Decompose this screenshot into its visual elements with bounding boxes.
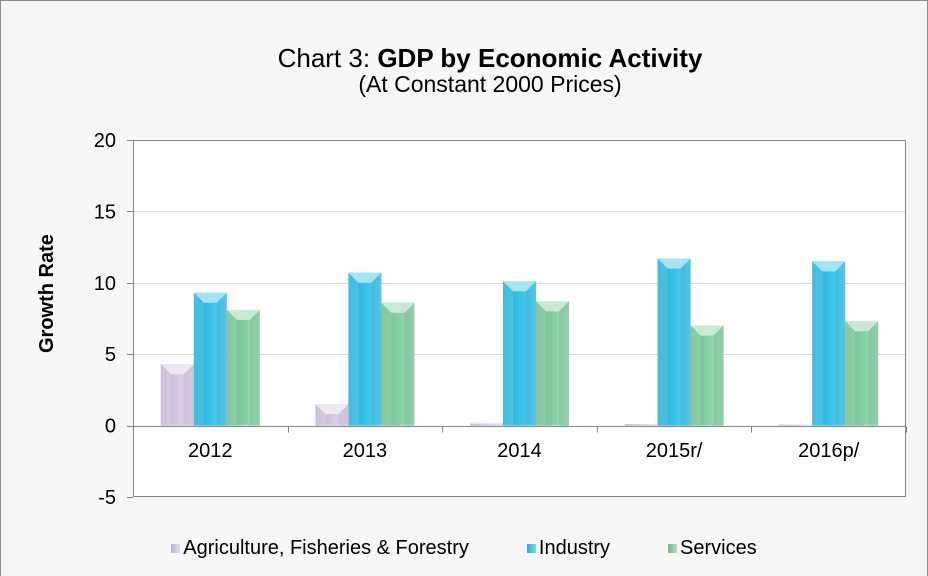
bar-top-bevel	[226, 309, 260, 320]
bar-services-2013	[381, 302, 415, 426]
x-tick-label: 2015r/	[646, 440, 703, 462]
legend-label: Agriculture, Fisheries & Forestry	[183, 537, 469, 559]
y-tick-label: 10	[94, 273, 116, 295]
bar-top-bevel	[536, 301, 569, 312]
bar-left-bevel	[690, 325, 701, 426]
bar-right-bevel	[216, 292, 227, 426]
bar-top-bevel	[470, 422, 503, 425]
bar-body	[657, 258, 691, 426]
bar-body	[226, 309, 260, 426]
legend-item-services: Services	[668, 536, 757, 560]
bar-top-bevel	[657, 258, 691, 269]
bar-left-bevel	[657, 258, 668, 426]
bar-left-bevel	[812, 261, 823, 426]
bar-body	[812, 261, 846, 426]
bar-left-bevel	[315, 404, 326, 426]
bar-top-bevel	[690, 325, 724, 336]
bar-body	[845, 321, 879, 426]
bars	[160, 258, 879, 426]
bar-top-bevel	[503, 281, 536, 292]
bar-agriculture-fisheries-forestry-2014	[470, 422, 503, 426]
bar-top-bevel	[381, 302, 415, 313]
bar-right-bevel	[371, 272, 382, 426]
legend-swatch-industry	[526, 543, 536, 553]
x-tick-label: 2012	[188, 440, 233, 462]
bar-left-bevel	[160, 364, 171, 426]
bar-top-bevel	[315, 404, 349, 415]
legend-label: Industry	[538, 537, 611, 559]
bar-left-bevel	[381, 302, 392, 426]
bar-body	[503, 281, 536, 426]
bar-top-bevel	[193, 292, 227, 303]
bar-agriculture-fisheries-forestry-2012	[160, 364, 194, 426]
tick-labels: 20 15 10 5 0 -5 2012 2013 2014 2015r/2016p/	[94, 130, 860, 509]
bar-body	[348, 272, 382, 426]
chart-title-emphasis: GDP by Economic Activity	[377, 43, 703, 73]
bar-industry-2012	[193, 292, 227, 426]
x-tick-label: 2016p/	[798, 440, 860, 462]
legend: Agriculture, Fisheries & Forestry Industr…	[0, 536, 928, 560]
bar-body	[381, 302, 415, 426]
bar-left-bevel	[503, 281, 513, 426]
bar-top-bevel	[812, 261, 846, 272]
bar-right-bevel	[183, 364, 194, 426]
legend-swatch-services	[668, 543, 678, 553]
y-tick-label: -5	[98, 487, 116, 509]
bar-body	[779, 424, 813, 426]
bar-right-bevel	[680, 258, 691, 426]
bar-agriculture-fisheries-forestry-2013	[315, 404, 349, 426]
bar-top-bevel	[348, 272, 382, 283]
bar-right-bevel	[835, 261, 846, 426]
chart-title: Chart 3: GDP by Economic Activity	[190, 43, 790, 73]
axes	[127, 140, 907, 498]
bar-agriculture-fisheries-forestry-2016p	[779, 424, 813, 426]
bar-industry-2015r	[657, 258, 691, 426]
bar-right-bevel	[501, 422, 503, 426]
bar-left-bevel	[845, 321, 856, 426]
bar-services-2012	[226, 309, 260, 426]
bar-right-bevel	[249, 309, 260, 426]
bar-right-bevel	[404, 302, 415, 426]
bar-services-2015r	[690, 325, 724, 426]
bar-top-bevel	[845, 321, 879, 332]
bar-body	[624, 424, 658, 426]
y-tick-label: 15	[94, 201, 116, 223]
y-tick-label: 20	[94, 130, 116, 152]
legend-label: Services	[680, 537, 757, 559]
y-axis-label: Growth Rate	[36, 234, 58, 354]
legend-item-industry: Industry	[526, 536, 611, 560]
bar-agriculture-fisheries-forestry-2015r	[624, 424, 658, 426]
y-tick-label: 0	[105, 416, 116, 438]
plot-border	[133, 140, 906, 497]
bar-left-bevel	[470, 422, 472, 426]
x-tick-label: 2014	[497, 440, 542, 462]
bar-body	[193, 292, 227, 426]
bar-industry-2016p	[812, 261, 846, 426]
bar-body	[536, 301, 569, 426]
y-tick-label: 5	[105, 344, 116, 366]
bar-right-bevel	[338, 404, 349, 426]
bar-body	[160, 364, 194, 426]
bar-left-bevel	[348, 272, 359, 426]
bar-right-bevel	[713, 325, 724, 426]
chart-title-prefix: Chart 3:	[277, 43, 371, 73]
bar-right-bevel	[868, 321, 879, 426]
bar-left-bevel	[536, 301, 546, 426]
bar-left-bevel	[226, 309, 237, 426]
x-tick-label: 2013	[343, 440, 388, 462]
bar-top-bevel	[160, 364, 194, 375]
legend-item-agriculture-fisheries-forestry: Agriculture, Fisheries & Forestry	[171, 536, 469, 560]
bar-services-2016p	[845, 321, 879, 426]
bar-body	[690, 325, 724, 426]
bar-industry-2013	[348, 272, 382, 426]
bar-right-bevel	[526, 281, 536, 426]
bar-services-2014	[536, 301, 569, 426]
legend-swatch-agriculture-fisheries-forestry	[171, 543, 181, 553]
bar-left-bevel	[193, 292, 204, 426]
bar-industry-2014	[503, 281, 536, 426]
bar-right-bevel	[559, 301, 569, 426]
chart-subtitle: (At Constant 2000 Prices)	[358, 71, 622, 97]
